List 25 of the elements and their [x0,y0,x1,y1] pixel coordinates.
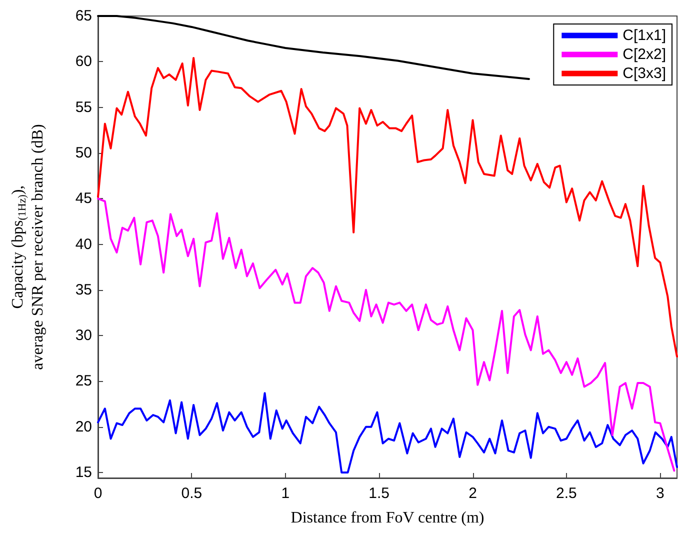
x-tick-label: 0 [94,485,102,502]
line-series [97,15,530,80]
x-tick-label: 2.5 [556,485,577,502]
y-tick-label: 15 [75,464,92,482]
x-tick-label: 3 [656,485,664,502]
line-series [97,392,678,474]
y-tick-label: 35 [75,281,92,298]
y-tick-label: 50 [75,144,92,162]
x-tick-label: 1 [281,485,290,502]
legend-label: C[1x1] [622,27,666,44]
x-tick-label: 1.5 [368,485,390,502]
legend-label: C[2x2] [622,46,666,63]
y-tick-label: 30 [75,327,92,344]
y-tick-label: 40 [75,236,92,253]
x-axis-title: Distance from FoV centre (m) [290,510,484,526]
y-tick-label: 25 [75,372,92,390]
x-tick-label: 0.5 [181,485,202,502]
y-tick-label: 45 [75,190,92,208]
y-tick-label: 60 [75,53,92,70]
y-tick-label: 20 [75,418,92,436]
y-tick-label: 65 [75,8,92,24]
line-series [97,198,676,472]
legend-label: C[3x3] [622,65,666,82]
y-tick-label: 55 [75,98,92,116]
x-tick-label: 2 [468,485,477,502]
